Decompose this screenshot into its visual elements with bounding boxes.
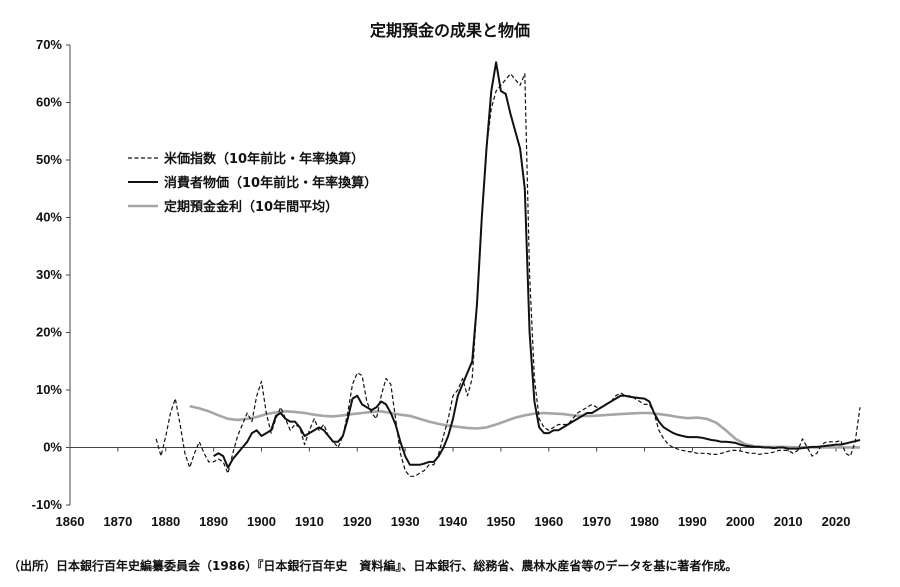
x-tick-label: 1870	[103, 514, 132, 529]
x-tick-label: 1990	[678, 514, 707, 529]
plot-area	[155, 61, 861, 477]
rice-price-index-line	[155, 73, 861, 477]
x-tick-label: 1970	[582, 514, 611, 529]
chart: 定期預金の成果と物価 -10% 0% 10% 20% 30% 40% 50% 60% 70% 18…	[32, 21, 861, 529]
y-tick-label: 10%	[36, 382, 62, 397]
legend-item-deposit-rate: 定期預金金利（10年間平均）	[128, 199, 338, 215]
x-tick-label: 1920	[343, 514, 372, 529]
source-note: （出所）日本銀行百年史編纂委員会（1986）『日本銀行百年史 資料編』、日本銀行…	[8, 559, 738, 573]
x-tick-label: 2010	[774, 514, 803, 529]
y-tick-label: 40%	[36, 210, 62, 225]
legend-item-consumer-price: 消費者物価（10年前比・年率換算）	[128, 175, 377, 191]
x-tick-label: 1910	[295, 514, 324, 529]
x-tick-label: 1940	[439, 514, 468, 529]
x-tick-label: 2020	[822, 514, 851, 529]
x-tick-label: 1930	[391, 514, 420, 529]
y-tick-label: 70%	[36, 37, 62, 52]
x-tick-label: 1880	[151, 514, 180, 529]
chart-title: 定期預金の成果と物価	[369, 21, 530, 40]
x-tick-label: 1900	[247, 514, 276, 529]
x-tick-label: 1980	[630, 514, 659, 529]
x-tick-label: 1860	[56, 514, 85, 529]
x-tick-label: 1950	[486, 514, 515, 529]
y-tick-label: 0%	[43, 440, 62, 455]
y-tick-label: 60%	[36, 95, 62, 110]
x-tick-label: 2000	[726, 514, 755, 529]
y-tick-label: 20%	[36, 325, 62, 340]
x-tick-label: 1890	[199, 514, 228, 529]
legend-label: 定期預金金利（10年間平均）	[163, 199, 338, 215]
x-tick-label: 1960	[534, 514, 563, 529]
consumer-price-line	[213, 61, 861, 469]
legend: 米価指数（10年前比・年率換算） 消費者物価（10年前比・年率換算） 定期預金金利（…	[128, 151, 377, 215]
deposit-rate-line	[189, 404, 860, 449]
legend-item-rice-price: 米価指数（10年前比・年率換算）	[128, 151, 364, 167]
y-tick-label: 50%	[36, 152, 62, 167]
legend-label: 消費者物価（10年前比・年率換算）	[164, 175, 377, 191]
y-tick-label: 30%	[36, 267, 62, 282]
y-tick-label: -10%	[32, 497, 63, 512]
axes: -10% 0% 10% 20% 30% 40% 50% 60% 70% 1860 1870 1880 1…	[32, 37, 860, 529]
legend-label: 米価指数（10年前比・年率換算）	[164, 151, 364, 167]
